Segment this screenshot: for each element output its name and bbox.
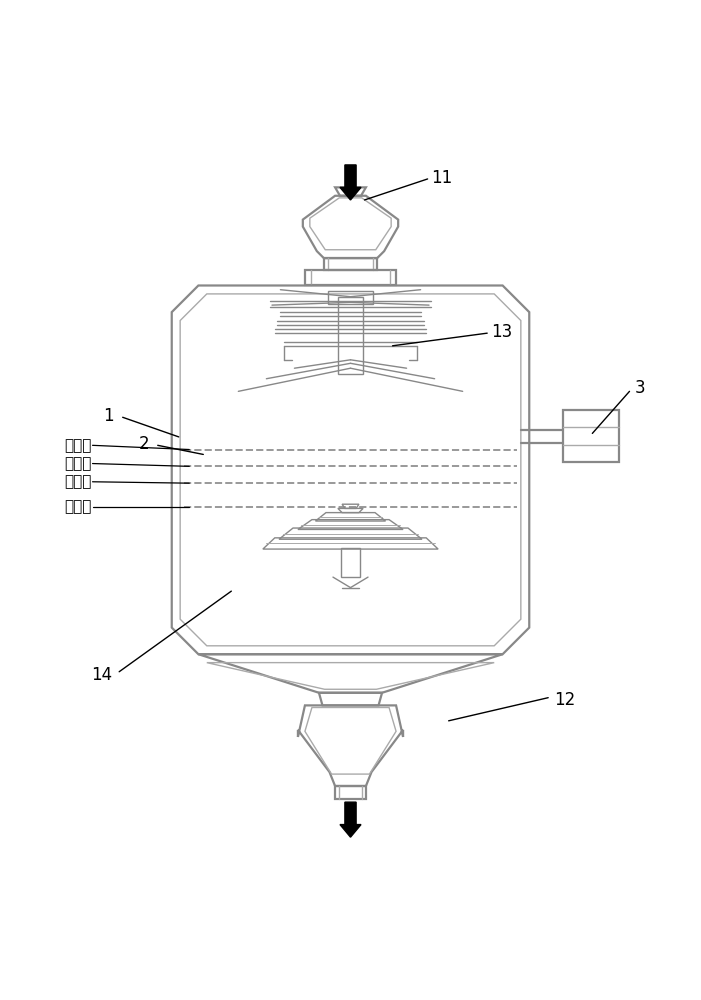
Text: 1: 1: [103, 407, 114, 425]
Text: 3: 3: [634, 379, 645, 397]
Text: 11: 11: [431, 169, 452, 187]
Bar: [563, 410, 619, 462]
Text: 13: 13: [491, 323, 512, 341]
Text: 干燥区: 干燥区: [64, 438, 91, 453]
Text: 干馏区: 干馏区: [64, 456, 91, 471]
FancyArrow shape: [340, 165, 361, 200]
Bar: [341, 548, 360, 577]
Text: 燃烧区: 燃烧区: [64, 500, 91, 515]
FancyArrow shape: [340, 802, 361, 837]
Text: 气化区: 气化区: [64, 474, 91, 489]
Text: 14: 14: [91, 666, 112, 684]
Bar: [335, 786, 366, 799]
Bar: [328, 291, 373, 304]
Text: 2: 2: [138, 435, 149, 453]
Bar: [338, 297, 363, 374]
Text: 12: 12: [554, 691, 575, 709]
